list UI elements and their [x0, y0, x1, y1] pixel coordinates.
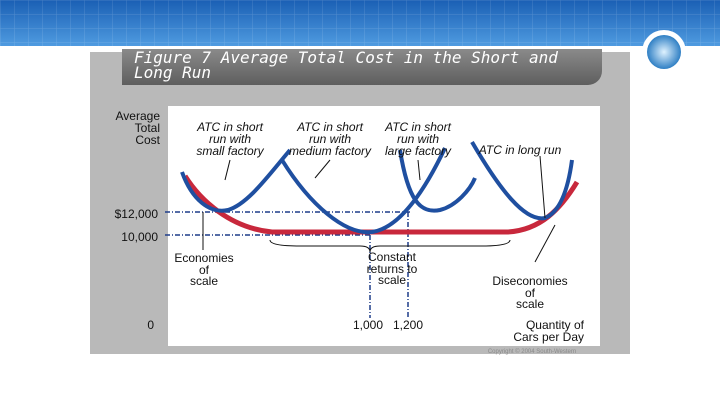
y-axis-label: Average	[115, 109, 160, 123]
region-label: scale	[515, 297, 545, 311]
globe-icon	[647, 35, 681, 69]
y-axis-label: Total	[134, 121, 160, 135]
pointer	[539, 155, 546, 219]
x-tick-label: 1,200	[392, 318, 424, 332]
pointer	[534, 224, 556, 263]
y-tick-label: 0	[147, 318, 154, 332]
curve-label: run with	[208, 132, 252, 146]
pointers	[202, 155, 556, 263]
copyright: Copyright © 2004 South-Western	[487, 349, 577, 355]
region-label: scale	[377, 273, 407, 287]
short-run-curve	[470, 140, 574, 221]
short-run-curve	[280, 147, 447, 235]
curve-label: run with	[308, 132, 352, 146]
pointer	[417, 159, 421, 181]
x-axis-label: Cars per Day	[513, 330, 584, 344]
short-run-curves	[180, 140, 574, 235]
region-label: scale	[189, 274, 219, 288]
x-axis-label: Quantity of	[525, 318, 584, 332]
title-line: Long Run	[134, 63, 212, 82]
region-label: Constant	[367, 250, 417, 264]
region-label: of	[198, 262, 210, 277]
short-run-curve	[180, 148, 292, 213]
curve-label: ATC in short	[197, 120, 263, 134]
region-label: of	[524, 285, 536, 300]
y-tick-label: 10,000	[121, 230, 158, 244]
curve-label: ATC in long run	[478, 143, 562, 157]
title-line: Figure 7 Average Total Cost in the Short…	[134, 48, 558, 67]
region-label: Economies	[174, 251, 234, 265]
y-axis-label: Cost	[135, 133, 160, 147]
short-run-curve	[398, 149, 477, 213]
curve-label: small factory	[196, 144, 264, 158]
title-bar: Figure 7 Average Total Cost in the Short…	[122, 49, 602, 85]
banner-grid	[0, 0, 720, 46]
y-tick-label: $12,000	[114, 207, 158, 221]
brace	[269, 239, 511, 253]
curve-label: ATC in short	[385, 120, 451, 134]
pointer	[314, 159, 331, 179]
curve-label: ATC in short	[297, 120, 363, 134]
curve-label: large factory	[384, 144, 452, 158]
region-label: returns to	[366, 261, 418, 276]
curve-label: medium factory	[288, 144, 372, 158]
x-tick-label: 1,000	[352, 318, 384, 332]
curve-label: run with	[396, 132, 440, 146]
pointer	[224, 159, 231, 181]
region-label: Diseconomies	[492, 274, 568, 288]
